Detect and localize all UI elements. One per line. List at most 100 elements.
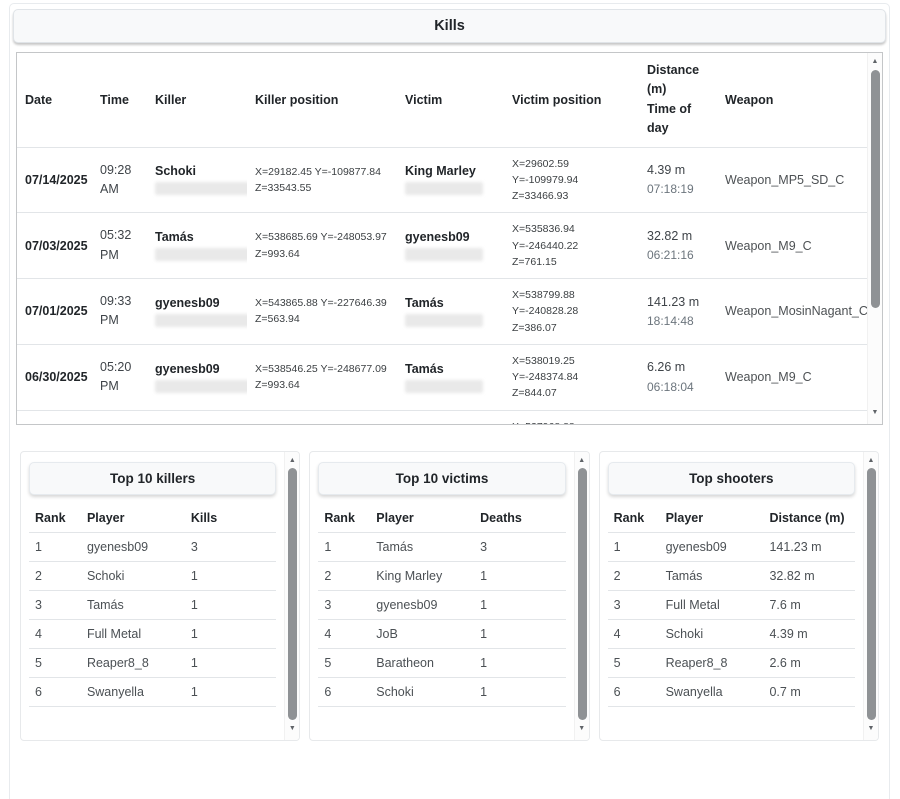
scrollbar-thumb[interactable] — [866, 468, 876, 720]
kill-time: 09:28 AM — [92, 147, 147, 214]
top-killers-table: Rank Player Kills 1 gyenesb09 3 2 Schoki 1 3… — [29, 504, 277, 707]
kill-time-of-day: 06:21:16 — [647, 248, 694, 263]
rank-row: 4 Full Metal 1 — [29, 619, 277, 649]
scroll-down-icon[interactable]: ▼ — [871, 409, 879, 416]
top-killers-title-bar: Top 10 killers — [29, 462, 277, 495]
scroll-up-icon[interactable]: ▲ — [871, 58, 879, 65]
rank-cell: 4 — [318, 619, 371, 649]
kill-killer-position: X=536383.44 Y=-247422.72 Z=732.88 — [247, 410, 397, 424]
scroll-up-icon[interactable]: ▲ — [288, 457, 296, 464]
rank-row: 3 gyenesb09 1 — [318, 590, 566, 620]
kill-distance-time: 20.12 m 05:51:36 — [639, 410, 717, 424]
rank-row: 2 King Marley 1 — [318, 561, 566, 591]
col-rank: Rank — [607, 504, 660, 533]
kills-vertical-scrollbar[interactable]: ▲ ▼ — [867, 53, 882, 424]
victim-pos-xy: X=29602.59 Y=-109979.94 — [512, 157, 579, 186]
kills-cell: 1 — [184, 561, 277, 591]
kill-distance: 32.82 m — [647, 228, 693, 243]
scroll-down-icon[interactable]: ▼ — [578, 725, 586, 732]
col-weapon: Weapon — [717, 53, 870, 148]
player-cell: Swanyella — [659, 677, 764, 707]
distance-cell: 141.23 m — [763, 532, 855, 562]
kill-row: 07/01/2025 09:33 PM gyenesb09 X=543865.8… — [17, 278, 870, 345]
victim-pos-z: Z=386.07 — [512, 321, 557, 334]
deaths-cell: 1 — [474, 619, 566, 649]
kills-cell: 1 — [184, 677, 277, 707]
killer-pos-z: Z=33543.55 — [255, 181, 312, 194]
rank-row: 2 Tamás 32.82 m — [607, 561, 855, 591]
kill-row: 05:11 PM gyenesb09 X=536383.44 Y=-247422… — [17, 410, 870, 424]
kills-header-row: Date Time Killer Killer position Victim … — [17, 53, 870, 148]
top-killers-scrollbar[interactable]: ▲ ▼ — [284, 452, 300, 740]
kill-distance-time: 32.82 m 06:21:16 — [639, 212, 717, 280]
kill-victim-position: X=538799.88 Y=-240828.28 Z=386.07 — [504, 278, 639, 345]
scroll-up-icon[interactable]: ▲ — [867, 457, 875, 464]
rank-cell: 3 — [607, 590, 660, 620]
player-cell: Full Metal — [659, 590, 764, 620]
kill-weapon: Weapon_M9_C — [717, 212, 870, 280]
rank-cell: 2 — [29, 561, 81, 591]
rank-cell: 6 — [607, 677, 660, 707]
scrollbar-thumb[interactable] — [871, 70, 880, 308]
rank-cell: 3 — [318, 590, 371, 620]
kill-victim: King Marley — [397, 147, 504, 214]
top-victims-title-bar: Top 10 victims — [318, 462, 566, 495]
rank-cell: 1 — [29, 532, 81, 562]
kills-title: Kills — [434, 18, 465, 34]
scrollbar-thumb[interactable] — [577, 468, 587, 720]
victim-pos-z: Z=844.07 — [512, 387, 557, 400]
rank-cell: 2 — [607, 561, 660, 591]
kill-date: 06/30/2025 — [17, 344, 92, 411]
rank-row: 6 Swanyella 0.7 m — [607, 677, 855, 707]
distance-cell: 7.6 m — [763, 590, 855, 620]
scrollbar-thumb[interactable] — [288, 468, 298, 720]
col-killer: Killer — [147, 53, 247, 148]
col-distance-label: Distance (m) — [647, 63, 700, 97]
kill-killer-position: X=543865.88 Y=-227646.39 Z=563.94 — [247, 278, 397, 345]
top-shooters-scrollbar[interactable]: ▲ ▼ — [862, 452, 878, 740]
kill-killer-position: X=538685.69 Y=-248053.97 Z=993.64 — [247, 212, 397, 280]
distance-cell: 32.82 m — [763, 561, 855, 591]
top-shooters-title-bar: Top shooters — [607, 462, 855, 495]
kills-table: Date Time Killer Killer position Victim … — [17, 53, 870, 424]
kills-cell: 1 — [184, 648, 277, 678]
killer-pos-z: Z=993.64 — [255, 379, 300, 392]
player-cell: Tamás — [370, 532, 475, 562]
kill-weapon: Weapon_MP5_SD_C — [717, 147, 870, 214]
rank-cell: 2 — [318, 561, 371, 591]
rank-row: 6 Swanyella 1 — [29, 677, 277, 707]
deaths-cell: 1 — [474, 648, 566, 678]
rank-row: 2 Schoki 1 — [29, 561, 277, 591]
top-victims-header-row: Rank Player Deaths — [318, 504, 566, 533]
kill-killer: gyenesb09 — [147, 344, 247, 411]
col-kills: Kills — [184, 504, 277, 533]
victim-pos-xy: X=538799.88 Y=-240828.28 — [512, 289, 579, 318]
rank-cell: 6 — [318, 677, 371, 707]
kill-victim-position: X=537968.88 Y=-248634.03 Z=993.64 — [504, 410, 639, 424]
top-victims-scrollbar[interactable]: ▲ ▼ — [573, 452, 589, 740]
victim-name: King Marley — [405, 164, 476, 179]
kill-time: 09:33 PM — [92, 278, 147, 345]
kill-distance: 6.26 m — [647, 360, 686, 375]
col-player: Player — [80, 504, 185, 533]
scroll-down-icon[interactable]: ▼ — [867, 725, 875, 732]
killer-pos-z: Z=993.64 — [255, 247, 300, 260]
kill-time-ampm: PM — [100, 313, 119, 328]
kill-time-of-day: 07:18:19 — [647, 182, 694, 197]
redacted-victim-id — [405, 313, 483, 327]
top-killers-header-row: Rank Player Kills — [29, 504, 277, 533]
col-time-of-day-label: Time of day — [647, 101, 692, 136]
victim-name: Tamás — [405, 361, 444, 376]
kill-killer: Tamás — [147, 212, 247, 280]
kill-victim: Tamás — [397, 410, 504, 424]
redacted-victim-id — [405, 182, 483, 196]
kill-victim: Tamás — [397, 278, 504, 345]
top-victims-title: Top 10 victims — [395, 471, 489, 486]
distance-cell: 0.7 m — [763, 677, 855, 707]
col-victim-position: Victim position — [504, 53, 639, 148]
kill-time-of-day: 06:18:04 — [647, 379, 694, 394]
scroll-up-icon[interactable]: ▲ — [578, 457, 586, 464]
scroll-down-icon[interactable]: ▼ — [288, 725, 296, 732]
kill-distance: 141.23 m — [647, 294, 700, 309]
deaths-cell: 1 — [474, 561, 566, 591]
